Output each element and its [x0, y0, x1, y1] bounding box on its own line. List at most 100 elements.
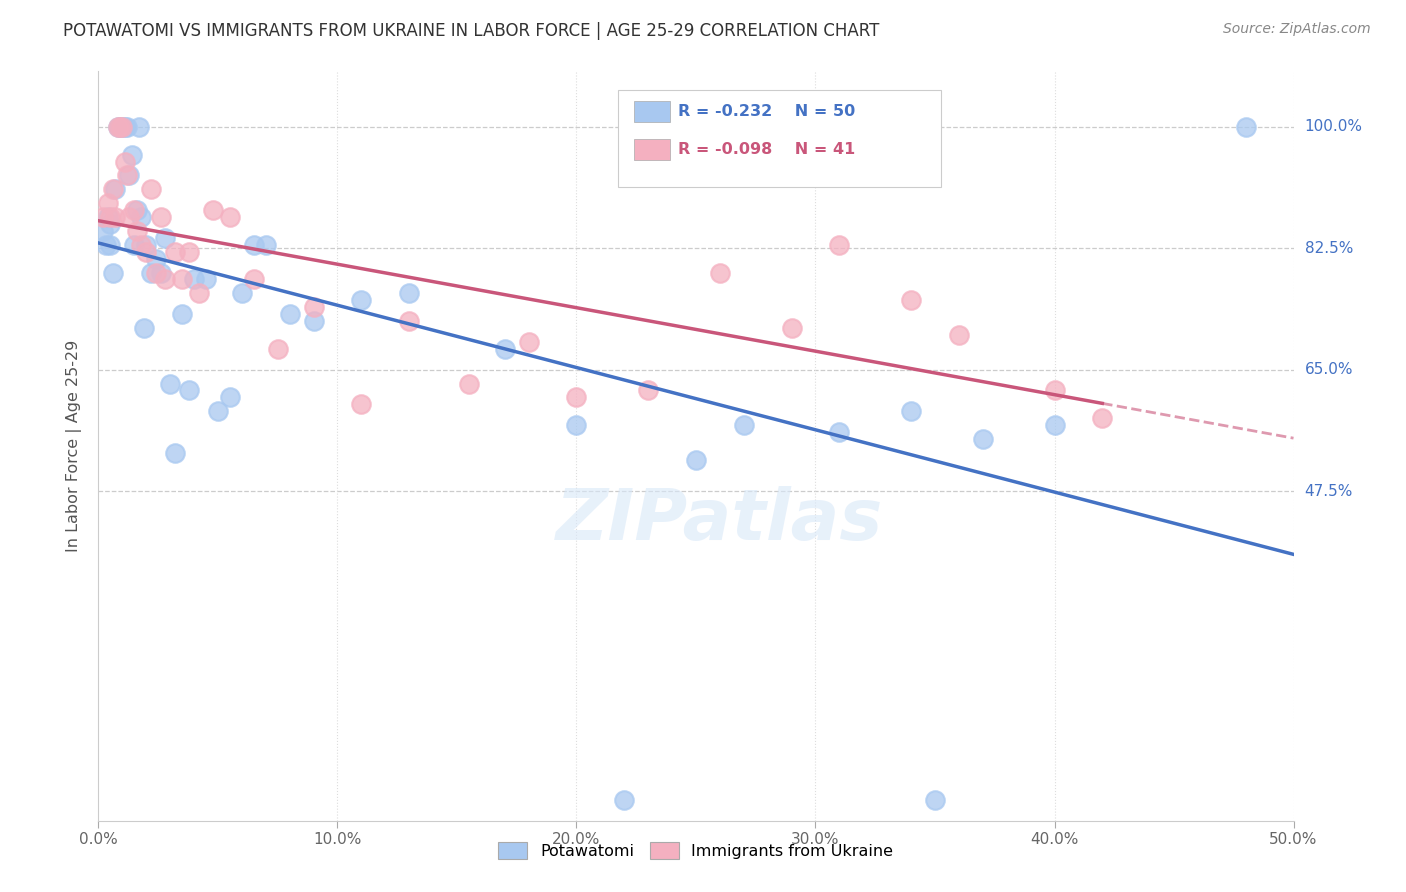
- Point: [733, 418, 755, 433]
- Point: [149, 210, 172, 224]
- Point: [278, 307, 301, 321]
- Point: [219, 391, 242, 405]
- Point: [1043, 418, 1066, 433]
- Point: [254, 237, 277, 252]
- Point: [97, 210, 120, 224]
- Point: [124, 203, 146, 218]
- Point: [125, 224, 148, 238]
- Legend: Potawatomi, Immigrants from Ukraine: Potawatomi, Immigrants from Ukraine: [492, 836, 900, 865]
- Point: [398, 286, 420, 301]
- Point: [124, 237, 146, 252]
- Point: [111, 120, 134, 134]
- Point: [613, 793, 636, 807]
- Text: R = -0.098    N = 41: R = -0.098 N = 41: [678, 142, 855, 157]
- Point: [131, 210, 153, 224]
- Point: [149, 266, 172, 280]
- Point: [1043, 384, 1066, 398]
- Point: [107, 120, 129, 134]
- Point: [98, 217, 122, 231]
- Point: [972, 432, 994, 446]
- Point: [900, 404, 922, 418]
- Point: [132, 321, 155, 335]
- Point: [179, 384, 201, 398]
- Point: [131, 237, 153, 252]
- Text: 82.5%: 82.5%: [1305, 241, 1353, 256]
- Point: [924, 793, 946, 807]
- Point: [1091, 411, 1114, 425]
- Point: [517, 334, 540, 349]
- Point: [121, 147, 143, 161]
- Point: [135, 244, 157, 259]
- Point: [128, 120, 150, 134]
- Point: [195, 272, 218, 286]
- Point: [135, 237, 157, 252]
- Point: [565, 418, 588, 433]
- Point: [202, 203, 225, 218]
- Text: 65.0%: 65.0%: [1305, 362, 1353, 377]
- Point: [118, 210, 141, 224]
- Point: [637, 384, 659, 398]
- Point: [458, 376, 481, 391]
- Point: [139, 266, 162, 280]
- Point: [98, 237, 122, 252]
- Point: [101, 266, 124, 280]
- Point: [159, 376, 181, 391]
- Point: [350, 293, 373, 308]
- Point: [104, 182, 127, 196]
- Point: [172, 307, 194, 321]
- Point: [163, 244, 186, 259]
- Point: [111, 120, 134, 134]
- Text: 47.5%: 47.5%: [1305, 483, 1353, 499]
- Point: [155, 272, 177, 286]
- Point: [115, 120, 138, 134]
- Point: [91, 210, 114, 224]
- Point: [685, 453, 707, 467]
- Point: [139, 182, 162, 196]
- Point: [94, 237, 117, 252]
- Point: [243, 272, 266, 286]
- Point: [709, 266, 731, 280]
- Point: [104, 210, 127, 224]
- Point: [828, 425, 851, 439]
- Point: [219, 210, 242, 224]
- Point: [231, 286, 253, 301]
- Point: [108, 120, 131, 134]
- Text: R = -0.232    N = 50: R = -0.232 N = 50: [678, 104, 855, 120]
- FancyBboxPatch shape: [634, 102, 669, 122]
- Point: [350, 397, 373, 411]
- Point: [114, 154, 136, 169]
- Point: [187, 286, 209, 301]
- Point: [243, 237, 266, 252]
- Point: [118, 169, 141, 183]
- Point: [302, 314, 325, 328]
- Text: Source: ZipAtlas.com: Source: ZipAtlas.com: [1223, 22, 1371, 37]
- Point: [828, 237, 851, 252]
- Point: [101, 182, 124, 196]
- Point: [145, 266, 167, 280]
- Text: 100.0%: 100.0%: [1305, 120, 1362, 135]
- Point: [97, 196, 120, 211]
- Text: POTAWATOMI VS IMMIGRANTS FROM UKRAINE IN LABOR FORCE | AGE 25-29 CORRELATION CHA: POTAWATOMI VS IMMIGRANTS FROM UKRAINE IN…: [63, 22, 880, 40]
- Point: [948, 328, 970, 343]
- Point: [115, 169, 138, 183]
- Point: [267, 342, 290, 356]
- Point: [91, 224, 114, 238]
- Point: [398, 314, 420, 328]
- Point: [565, 391, 588, 405]
- Point: [302, 300, 325, 314]
- Point: [145, 252, 167, 266]
- Point: [207, 404, 229, 418]
- Point: [108, 120, 131, 134]
- Point: [163, 446, 186, 460]
- Point: [900, 293, 922, 308]
- Point: [1234, 120, 1257, 134]
- FancyBboxPatch shape: [619, 90, 941, 187]
- Point: [125, 203, 148, 218]
- Point: [107, 120, 129, 134]
- Y-axis label: In Labor Force | Age 25-29: In Labor Force | Age 25-29: [66, 340, 83, 552]
- FancyBboxPatch shape: [634, 139, 669, 160]
- Point: [155, 231, 177, 245]
- Point: [179, 244, 201, 259]
- Point: [780, 321, 803, 335]
- Point: [114, 120, 136, 134]
